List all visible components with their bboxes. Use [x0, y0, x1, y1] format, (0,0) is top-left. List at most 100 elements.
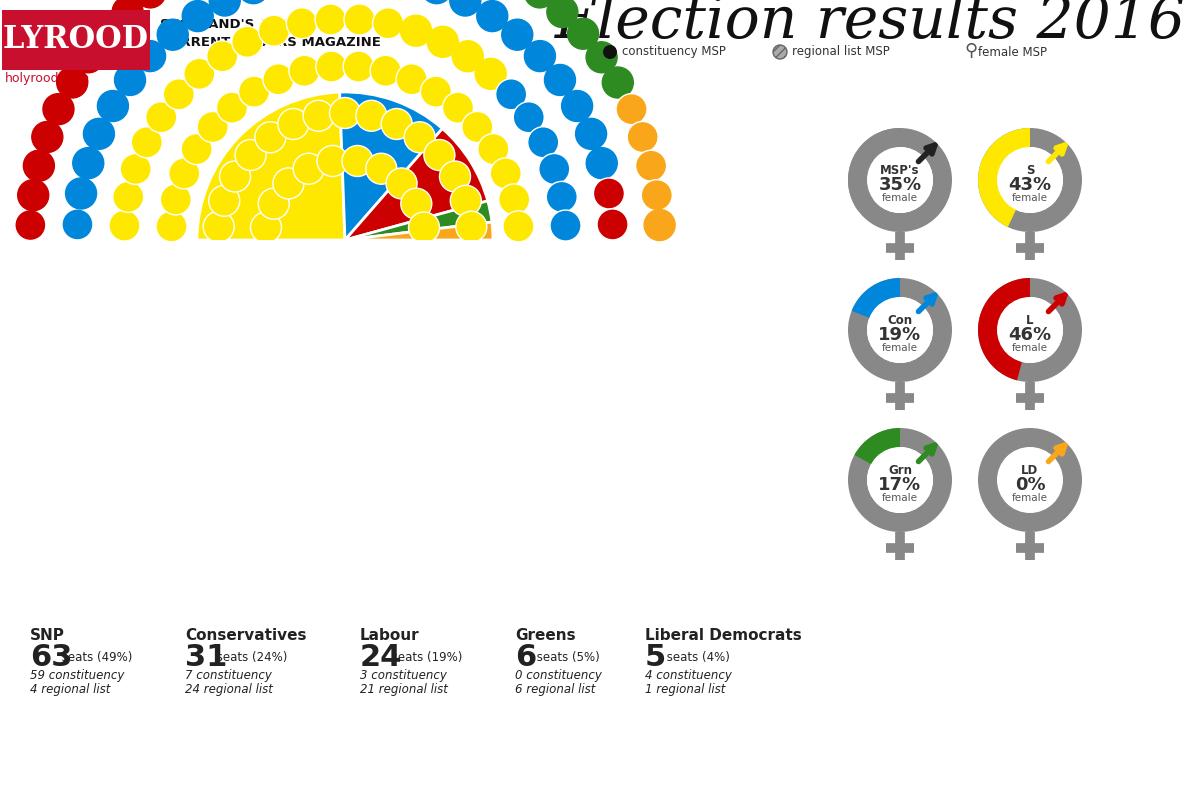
Text: Con: Con: [888, 314, 912, 326]
Circle shape: [251, 212, 282, 243]
Circle shape: [254, 122, 286, 153]
Circle shape: [84, 118, 114, 150]
Circle shape: [546, 182, 577, 212]
Circle shape: [576, 118, 606, 150]
Text: 0%: 0%: [1015, 476, 1045, 494]
Text: LD: LD: [1021, 463, 1039, 477]
Circle shape: [636, 150, 667, 182]
Circle shape: [18, 180, 49, 210]
Circle shape: [503, 211, 534, 242]
Text: 6: 6: [515, 643, 536, 673]
Circle shape: [330, 98, 360, 129]
Text: 3 constituency: 3 constituency: [360, 669, 446, 682]
Circle shape: [66, 178, 96, 209]
Wedge shape: [854, 428, 900, 480]
Circle shape: [216, 92, 247, 123]
Circle shape: [997, 147, 1063, 213]
Circle shape: [112, 0, 143, 27]
Circle shape: [343, 51, 374, 82]
Text: female: female: [1012, 343, 1048, 353]
Circle shape: [263, 64, 294, 94]
Circle shape: [524, 0, 556, 8]
Wedge shape: [197, 92, 346, 240]
Text: 17%: 17%: [878, 476, 922, 494]
Circle shape: [421, 0, 452, 4]
Circle shape: [604, 45, 617, 59]
Text: seats (5%): seats (5%): [533, 651, 600, 665]
Circle shape: [73, 148, 103, 178]
Circle shape: [997, 147, 1063, 213]
Circle shape: [23, 150, 54, 182]
Circle shape: [496, 78, 527, 110]
Circle shape: [848, 428, 952, 532]
Circle shape: [366, 154, 397, 184]
Text: Liberal Democrats: Liberal Democrats: [646, 627, 802, 642]
Circle shape: [586, 42, 617, 73]
Text: female MSP: female MSP: [978, 46, 1046, 58]
Circle shape: [628, 122, 658, 153]
Circle shape: [452, 41, 484, 72]
Text: seats (4%): seats (4%): [662, 651, 730, 665]
Text: 0 constituency: 0 constituency: [515, 669, 602, 682]
Circle shape: [848, 128, 952, 232]
Text: CURRENT AFFAIRS MAGAZINE: CURRENT AFFAIRS MAGAZINE: [160, 35, 380, 49]
Circle shape: [476, 1, 508, 31]
Text: female: female: [1012, 493, 1048, 503]
Circle shape: [396, 64, 427, 94]
Text: 43%: 43%: [1008, 176, 1051, 194]
Text: female: female: [882, 493, 918, 503]
Circle shape: [382, 109, 412, 139]
Circle shape: [562, 90, 593, 122]
Text: 19%: 19%: [878, 326, 922, 344]
Circle shape: [866, 447, 934, 513]
Circle shape: [478, 134, 509, 165]
Circle shape: [499, 184, 529, 215]
Circle shape: [203, 211, 234, 242]
Circle shape: [568, 18, 599, 50]
Text: female: female: [1012, 193, 1048, 203]
Circle shape: [109, 210, 140, 241]
Circle shape: [239, 76, 270, 107]
Circle shape: [420, 76, 451, 107]
Text: S: S: [1026, 163, 1034, 177]
Text: constituency MSP: constituency MSP: [622, 46, 726, 58]
Circle shape: [32, 122, 62, 153]
Circle shape: [475, 58, 506, 90]
Circle shape: [424, 139, 455, 170]
Circle shape: [978, 428, 1082, 532]
Circle shape: [161, 184, 191, 215]
Wedge shape: [852, 278, 900, 330]
Circle shape: [120, 154, 151, 185]
Text: Election results 2016: Election results 2016: [554, 0, 1186, 50]
Circle shape: [401, 188, 432, 219]
Circle shape: [157, 19, 188, 50]
Circle shape: [73, 42, 104, 73]
Text: SNP: SNP: [30, 627, 65, 642]
Circle shape: [14, 210, 46, 241]
Circle shape: [594, 178, 624, 209]
Circle shape: [342, 146, 373, 177]
Circle shape: [181, 134, 212, 165]
Circle shape: [258, 188, 289, 219]
Circle shape: [113, 182, 144, 212]
Circle shape: [278, 109, 308, 139]
Text: L: L: [1026, 314, 1033, 326]
Circle shape: [404, 122, 436, 153]
Text: MSP's: MSP's: [881, 163, 919, 177]
Circle shape: [491, 158, 521, 189]
Text: SCOTLAND'S AWARD-WINNING: SCOTLAND'S AWARD-WINNING: [160, 18, 388, 31]
Circle shape: [134, 41, 166, 71]
Circle shape: [641, 180, 672, 210]
Circle shape: [238, 0, 269, 4]
Text: 63: 63: [30, 643, 72, 673]
Circle shape: [997, 297, 1063, 363]
Circle shape: [184, 58, 215, 90]
Text: ⚲: ⚲: [964, 42, 977, 60]
Circle shape: [848, 278, 952, 382]
Circle shape: [450, 0, 481, 16]
Text: Conservatives: Conservatives: [185, 627, 306, 642]
Circle shape: [866, 447, 934, 513]
Circle shape: [528, 126, 559, 158]
Circle shape: [209, 0, 240, 16]
Circle shape: [602, 67, 634, 98]
